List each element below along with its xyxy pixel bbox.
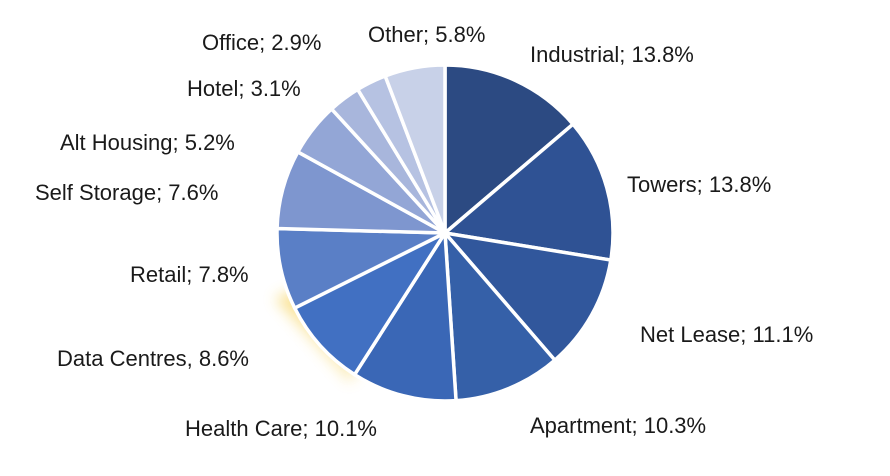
- label-retail: Retail; 7.8%: [130, 262, 249, 287]
- label-health-care: Health Care; 10.1%: [185, 416, 377, 441]
- pie-slices: [275, 63, 615, 403]
- label-net-lease: Net Lease; 11.1%: [640, 322, 813, 347]
- label-self-storage: Self Storage; 7.6%: [35, 180, 218, 205]
- slice-health-care: [352, 227, 458, 403]
- label-other: Other; 5.8%: [368, 22, 485, 47]
- label-alt-housing: Alt Housing; 5.2%: [60, 130, 235, 155]
- label-apartment: Apartment; 10.3%: [530, 413, 706, 438]
- label-hotel: Hotel; 3.1%: [187, 76, 301, 101]
- slice-industrial: [443, 63, 576, 237]
- slice-towers: [440, 121, 615, 263]
- label-data-centres: Data Centres, 8.6%: [57, 346, 249, 371]
- label-towers: Towers; 13.8%: [627, 172, 771, 197]
- label-industrial: Industrial; 13.8%: [530, 42, 694, 67]
- slice-other: [382, 63, 447, 234]
- label-office: Office; 2.9%: [202, 30, 321, 55]
- slice-net-lease: [440, 230, 613, 363]
- slice-apartment: [442, 227, 558, 403]
- slice-labels: Industrial; 13.8% Towers; 13.8% Net Leas…: [35, 22, 813, 441]
- slice-data-centres: [292, 228, 450, 378]
